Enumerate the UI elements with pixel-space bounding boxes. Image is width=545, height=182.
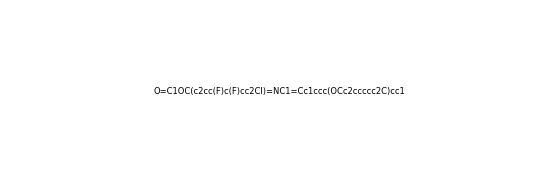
Text: O=C1OC(c2cc(F)c(F)cc2Cl)=NC1=Cc1ccc(OCc2ccccc2C)cc1: O=C1OC(c2cc(F)c(F)cc2Cl)=NC1=Cc1ccc(OCc2… xyxy=(154,87,405,96)
